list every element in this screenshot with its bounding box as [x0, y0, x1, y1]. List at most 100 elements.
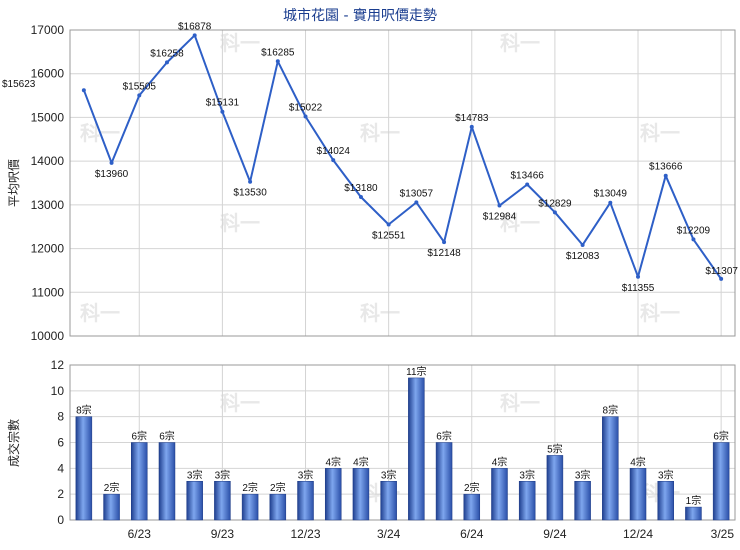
volume-data-label: 11宗 [406, 365, 426, 378]
x-axis: 6/23 9/23 12/23 3/24 6/24 9/24 12/24 3/25 [128, 527, 735, 541]
volume-data-label: 6宗 [713, 430, 729, 443]
volume-plot-area [69, 364, 736, 521]
x-tick-label: 9/24 [543, 527, 567, 541]
price-y-tick-label: 11000 [32, 285, 65, 299]
price-data-label: $15623 [2, 79, 36, 90]
volume-y-tick-label: 10 [51, 384, 65, 398]
price-point [358, 194, 363, 199]
x-tick-label: 6/23 [128, 527, 152, 541]
volume-bar [408, 377, 425, 521]
price-point [469, 124, 474, 129]
price-point [220, 109, 225, 114]
price-point [691, 237, 696, 242]
x-tick-label: 12/23 [291, 527, 321, 541]
volume-data-label: 4宗 [630, 455, 646, 468]
volume-data-label: 6宗 [159, 430, 175, 443]
volume-data-label: 2宗 [464, 481, 480, 494]
x-tick-label: 3/25 [711, 527, 735, 541]
price-y-tick-label: 10000 [31, 329, 65, 343]
price-point [303, 114, 308, 119]
x-tick-label: 12/24 [623, 527, 653, 541]
volume-bar-chart: 0 2 4 6 8 10 12 成交宗數 8宗 2宗 6宗 6宗 3宗 3宗 2宗 2宗 3宗 4宗 4宗 3宗 1… [6, 358, 736, 541]
volume-data-label: 2宗 [242, 481, 258, 494]
volume-data-label: 2宗 [270, 481, 286, 494]
price-data-label: $15131 [206, 98, 240, 109]
watermark-text: 科一 [500, 31, 540, 55]
price-y-axis: 10000 11000 12000 13000 14000 15000 16000 17000 [31, 23, 65, 343]
volume-y-tick-label: 0 [57, 513, 64, 527]
volume-bar [602, 416, 619, 521]
price-data-label: $16285 [261, 47, 295, 58]
price-point [719, 276, 724, 281]
volume-bar [186, 481, 203, 521]
volume-y-tick-label: 4 [57, 461, 64, 475]
price-y-tick-label: 17000 [31, 23, 65, 37]
price-data-label: $13666 [649, 162, 683, 173]
volume-data-label: 4宗 [492, 455, 508, 468]
watermark-text: 科一 [360, 301, 400, 325]
volume-data-label: 3宗 [187, 468, 203, 481]
volume-data-label: 3宗 [575, 468, 591, 481]
volume-bar [269, 493, 287, 521]
price-point [525, 182, 530, 187]
price-series-line [82, 34, 722, 280]
price-point [663, 173, 668, 178]
volume-bar [380, 481, 397, 521]
price-data-label: $16878 [178, 21, 212, 32]
volume-bar [214, 481, 231, 521]
price-data-label: $13049 [594, 189, 628, 200]
price-data-label: $14783 [455, 113, 489, 124]
price-point [331, 158, 336, 163]
volume-bar [685, 506, 702, 521]
price-point [497, 203, 502, 208]
volume-data-label: 2宗 [104, 481, 120, 494]
price-data-label: $12551 [372, 230, 406, 241]
price-point [608, 200, 613, 205]
volume-data-label: 3宗 [658, 468, 674, 481]
x-tick-label: 6/24 [460, 527, 484, 541]
price-data-label: $12829 [538, 198, 572, 209]
volume-bar [574, 481, 591, 521]
price-data-label: $12209 [677, 225, 711, 236]
volume-bar [657, 481, 674, 521]
volume-y-axis-title: 成交宗數 [6, 419, 21, 467]
price-data-label: $13466 [511, 170, 545, 181]
volume-bar [518, 481, 536, 521]
volume-y-tick-label: 2 [57, 487, 64, 501]
price-point [109, 160, 114, 165]
volume-y-tick-label: 6 [57, 436, 64, 450]
price-data-label: $13057 [400, 188, 434, 199]
watermark-text: 科一 [220, 211, 260, 235]
volume-y-tick-label: 8 [57, 410, 64, 424]
price-plot-area [69, 29, 736, 337]
price-data-label: $15505 [123, 81, 157, 92]
volume-data-labels: 8宗 2宗 6宗 6宗 3宗 3宗 2宗 2宗 3宗 4宗 4宗 3宗 11宗 6宗 2宗 4宗 3宗 5宗 3宗 8… [76, 365, 729, 507]
watermark-text: 科一 [500, 211, 540, 235]
chart-title: 城市花園 - 實用呎價走勢 [283, 7, 437, 24]
price-line-chart: 10000 11000 12000 13000 14000 15000 16000 17000… [2, 21, 738, 343]
volume-bars [75, 377, 730, 521]
price-point [414, 200, 419, 205]
volume-data-label: 3宗 [298, 468, 314, 481]
price-data-label: $12148 [427, 248, 461, 259]
volume-bar [463, 493, 481, 521]
volume-bar [241, 493, 259, 521]
volume-bar [435, 442, 453, 521]
price-y-tick-label: 15000 [31, 110, 65, 124]
watermark-text: 科一 [500, 391, 540, 415]
price-point [386, 222, 391, 227]
volume-data-label: 3宗 [381, 468, 397, 481]
price-data-label: $12083 [566, 251, 600, 262]
price-y-tick-label: 13000 [31, 198, 65, 212]
price-data-labels: $15623 $13960 $15505 $16258 $16878 $15131 $135… [2, 21, 738, 293]
price-point [192, 33, 197, 38]
watermark-text: 科一 [360, 121, 400, 145]
price-data-label: $14024 [317, 146, 351, 157]
price-y-tick-label: 16000 [31, 67, 65, 81]
x-tick-label: 3/24 [377, 527, 401, 541]
volume-data-label: 8宗 [603, 404, 619, 417]
volume-data-label: 6宗 [131, 430, 147, 443]
watermark-text: 科一 [80, 301, 120, 325]
volume-data-label: 3宗 [519, 468, 535, 481]
